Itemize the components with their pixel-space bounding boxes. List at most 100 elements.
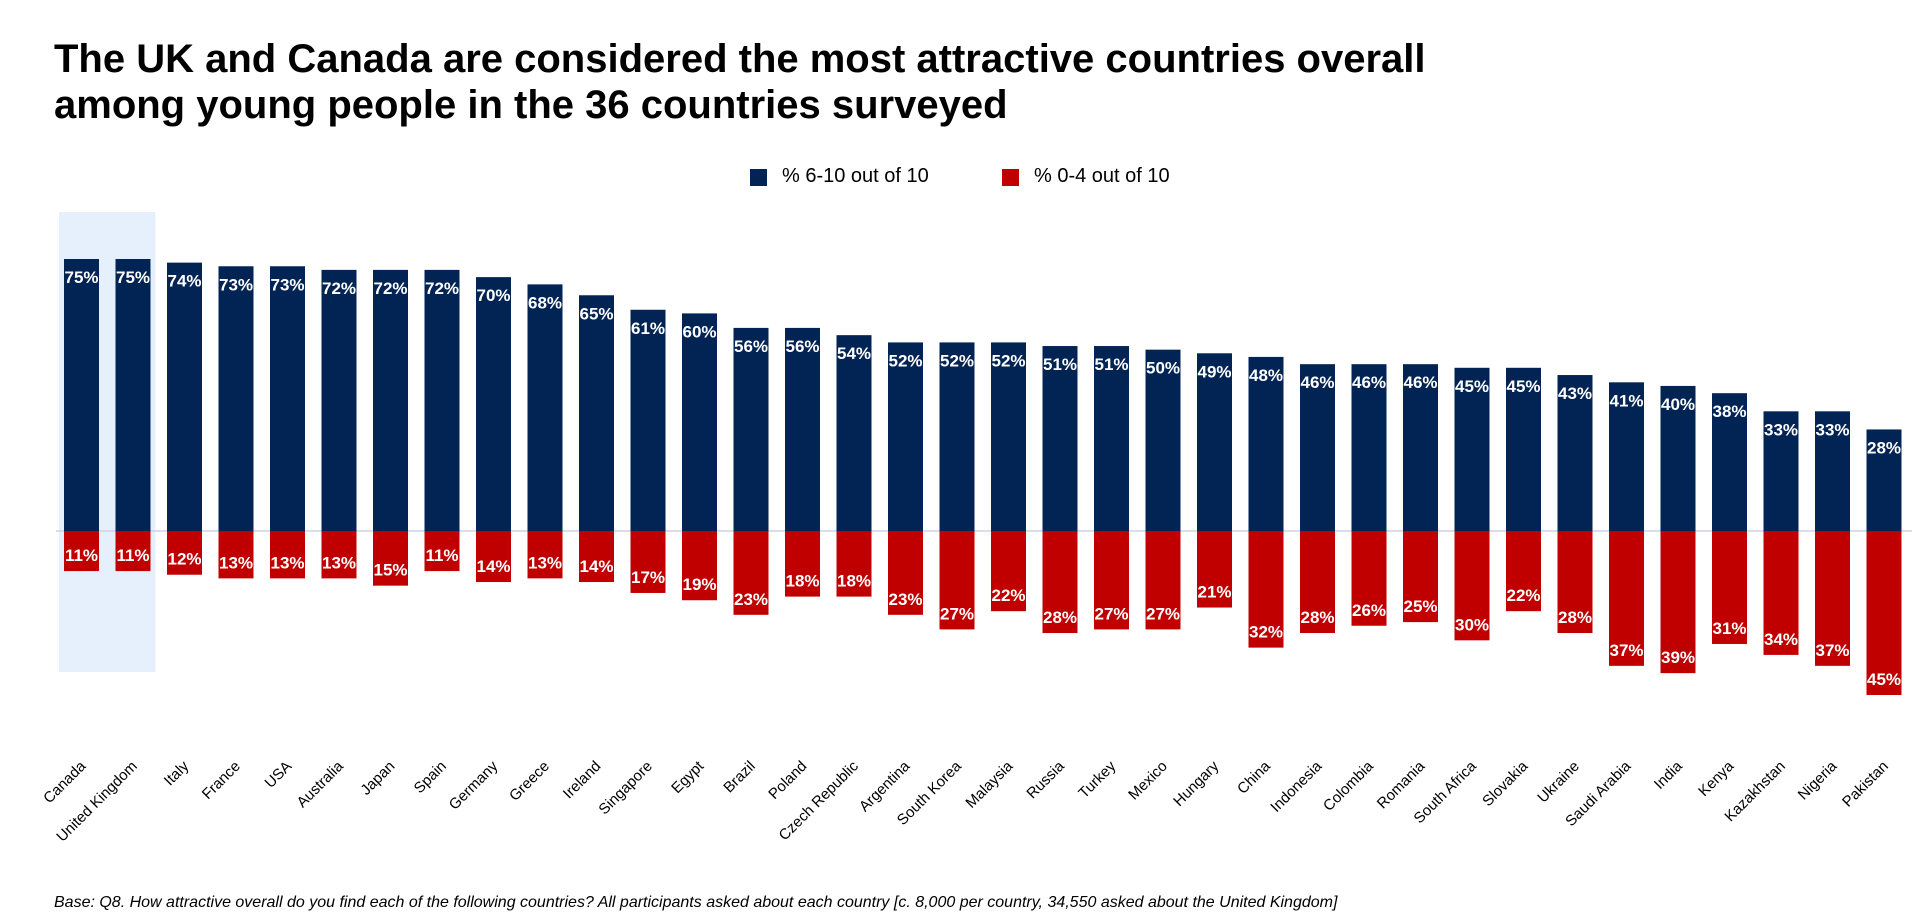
data-label-negative-kenya: 31% bbox=[1712, 619, 1746, 638]
data-label-positive-singapore: 61% bbox=[631, 319, 665, 338]
bar-negative-colombia bbox=[1351, 531, 1387, 626]
legend-swatch-positive bbox=[750, 169, 767, 186]
data-label-positive-nigeria: 33% bbox=[1815, 420, 1849, 439]
data-label-positive-australia: 72% bbox=[322, 279, 356, 298]
bar-negative-romania bbox=[1403, 531, 1438, 623]
data-label-negative-romania: 25% bbox=[1403, 597, 1437, 616]
bar-positive-kenya bbox=[1712, 393, 1747, 531]
data-label-negative-egypt: 19% bbox=[682, 575, 716, 594]
data-label-positive-slovakia: 45% bbox=[1506, 377, 1540, 396]
bar-positive-south-africa bbox=[1454, 367, 1490, 531]
data-label-positive-brazil: 56% bbox=[734, 337, 768, 356]
bar-negative-australia bbox=[321, 531, 357, 579]
data-label-positive-greece: 68% bbox=[528, 293, 562, 312]
data-label-positive-kazakhstan: 33% bbox=[1764, 420, 1798, 439]
data-label-negative-pakistan: 45% bbox=[1867, 670, 1901, 689]
bar-negative-egypt bbox=[682, 531, 717, 601]
data-label-positive-turkey: 51% bbox=[1094, 355, 1128, 374]
bar-negative-ukraine bbox=[1557, 531, 1593, 634]
category-label-australia: Australia bbox=[294, 757, 348, 811]
bar-positive-china bbox=[1248, 356, 1284, 531]
bar-negative-greece bbox=[527, 531, 563, 579]
category-label-spain: Spain bbox=[411, 758, 450, 797]
bar-negative-kenya bbox=[1712, 531, 1747, 644]
bar-positive-colombia bbox=[1351, 364, 1387, 531]
data-label-positive-malaysia: 52% bbox=[991, 351, 1025, 370]
bar-positive-romania bbox=[1403, 364, 1438, 531]
bar-negative-india bbox=[1660, 531, 1696, 674]
data-label-positive-south-korea: 52% bbox=[940, 351, 974, 370]
data-label-negative-japan: 15% bbox=[373, 561, 407, 580]
bar-positive-nigeria bbox=[1815, 411, 1850, 531]
bar-positive-greece bbox=[527, 284, 563, 531]
bar-negative-turkey bbox=[1094, 531, 1129, 630]
category-label-pakistan: Pakistan bbox=[1839, 758, 1892, 811]
data-label-positive-south-africa: 45% bbox=[1455, 377, 1489, 396]
category-label-indonesia: Indonesia bbox=[1267, 757, 1325, 815]
chart-title-line-2: among young people in the 36 countries s… bbox=[54, 83, 1008, 127]
data-label-negative-colombia: 26% bbox=[1352, 601, 1386, 620]
data-label-negative-nigeria: 37% bbox=[1815, 641, 1849, 660]
data-label-positive-egypt: 60% bbox=[682, 322, 716, 341]
data-label-positive-mexico: 50% bbox=[1146, 359, 1180, 378]
bar-negative-south-korea bbox=[939, 531, 975, 630]
chart-title-line-1: The UK and Canada are considered the mos… bbox=[54, 37, 1426, 81]
bar-negative-germany bbox=[476, 531, 511, 583]
category-label-malaysia: Malaysia bbox=[962, 757, 1016, 811]
bar-positive-egypt bbox=[682, 313, 717, 531]
bar-positive-argentina bbox=[888, 342, 923, 531]
category-label-poland: Poland bbox=[765, 758, 810, 803]
data-label-negative-ireland: 14% bbox=[579, 557, 613, 576]
category-label-russia: Russia bbox=[1023, 757, 1068, 802]
category-label-usa: USA bbox=[261, 758, 295, 792]
bar-negative-france bbox=[218, 531, 254, 579]
data-label-negative-usa: 13% bbox=[270, 553, 304, 572]
bar-negative-pakistan bbox=[1866, 531, 1902, 695]
category-label-mexico: Mexico bbox=[1125, 758, 1171, 804]
data-label-negative-saudi-arabia: 37% bbox=[1609, 641, 1643, 660]
bar-negative-indonesia bbox=[1300, 531, 1335, 634]
data-label-positive-saudi-arabia: 41% bbox=[1609, 391, 1643, 410]
bar-positive-slovakia bbox=[1506, 367, 1541, 531]
bar-positive-canada bbox=[64, 259, 99, 531]
bar-negative-argentina bbox=[888, 531, 923, 615]
bar-negative-singapore bbox=[630, 531, 666, 593]
legend-swatch-negative bbox=[1002, 169, 1019, 186]
category-label-germany: Germany bbox=[446, 757, 502, 813]
bar-positive-turkey bbox=[1094, 346, 1129, 531]
bar-positive-malaysia bbox=[991, 342, 1026, 531]
data-label-negative-poland: 18% bbox=[785, 572, 819, 591]
bar-positive-ukraine bbox=[1557, 375, 1593, 531]
data-label-negative-hungary: 21% bbox=[1197, 583, 1231, 602]
bar-negative-spain bbox=[424, 531, 460, 572]
bar-positive-germany bbox=[476, 277, 511, 531]
bar-negative-mexico bbox=[1145, 531, 1181, 630]
bar-positive-united-kingdom bbox=[115, 259, 151, 531]
bar-negative-china bbox=[1248, 531, 1284, 648]
bar-negative-japan bbox=[373, 531, 408, 586]
data-label-negative-south-korea: 27% bbox=[940, 604, 974, 623]
data-label-negative-ukraine: 28% bbox=[1558, 608, 1592, 627]
bar-positive-mexico bbox=[1145, 349, 1181, 531]
bar-negative-russia bbox=[1042, 531, 1078, 634]
bar-positive-kazakhstan bbox=[1763, 411, 1799, 531]
data-label-positive-italy: 74% bbox=[167, 272, 201, 291]
data-label-negative-italy: 12% bbox=[167, 550, 201, 569]
data-label-positive-argentina: 52% bbox=[888, 351, 922, 370]
data-label-negative-kazakhstan: 34% bbox=[1764, 630, 1798, 649]
category-label-italy: Italy bbox=[161, 757, 193, 789]
bar-negative-czech-republic bbox=[836, 531, 872, 597]
data-label-positive-ireland: 65% bbox=[579, 304, 613, 323]
data-label-positive-indonesia: 46% bbox=[1300, 373, 1334, 392]
data-label-negative-germany: 14% bbox=[476, 557, 510, 576]
data-label-negative-greece: 13% bbox=[528, 553, 562, 572]
bar-positive-hungary bbox=[1197, 353, 1232, 531]
bar-negative-united-kingdom bbox=[115, 531, 151, 572]
data-label-negative-south-africa: 30% bbox=[1455, 615, 1489, 634]
data-label-negative-singapore: 17% bbox=[631, 568, 665, 587]
category-label-nigeria: Nigeria bbox=[1795, 757, 1841, 803]
bar-positive-singapore bbox=[630, 309, 666, 531]
data-label-negative-russia: 28% bbox=[1043, 608, 1077, 627]
data-label-negative-brazil: 23% bbox=[734, 590, 768, 609]
